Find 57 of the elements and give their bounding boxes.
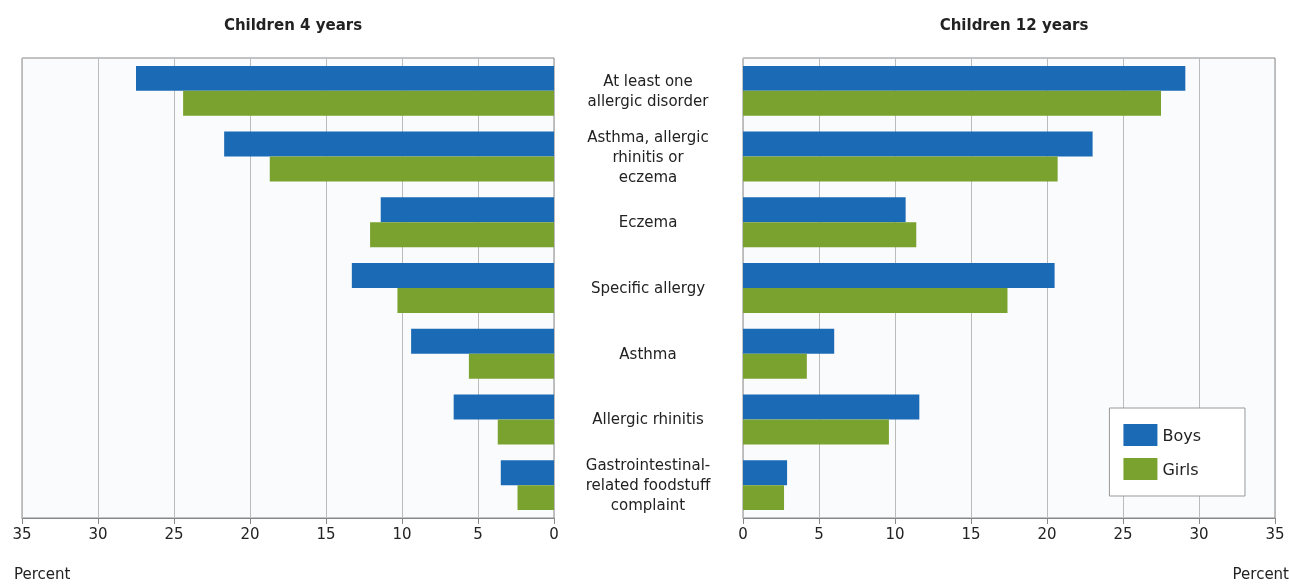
bar	[743, 131, 1093, 157]
bar	[743, 197, 906, 223]
y-tick-label: Eczema	[618, 213, 678, 232]
x-tick-label: 25	[164, 524, 184, 543]
bar	[468, 353, 554, 379]
bar	[370, 222, 554, 248]
x-tick-label: 20	[1037, 524, 1057, 543]
legend-label: Girls	[1162, 459, 1199, 479]
x-tick-label: 15	[316, 524, 336, 543]
bar	[743, 419, 889, 445]
x-tick-label: 5	[814, 524, 824, 543]
bar	[743, 394, 920, 420]
x-tick-label: 10	[392, 524, 412, 543]
bar	[136, 65, 554, 91]
chart-title: Children 12 years	[939, 15, 1089, 34]
bar	[743, 485, 785, 511]
bar	[743, 328, 835, 354]
y-tick-label: Specific allergy	[590, 279, 706, 297]
x-tick-label: 20	[240, 524, 260, 543]
bar	[224, 131, 554, 157]
x-tick-label: 15	[961, 524, 981, 543]
chart-title: Children 4 years	[223, 15, 363, 34]
bar	[380, 197, 554, 223]
bar	[269, 156, 554, 182]
legend-label: Boys	[1162, 425, 1202, 445]
bar	[743, 263, 1055, 288]
y-tick-label: Asthma	[619, 344, 677, 363]
bar	[743, 288, 1008, 313]
bar	[517, 485, 554, 511]
y-tick-label: Allergic rhinitis	[592, 410, 704, 429]
bar	[743, 460, 788, 486]
bar	[351, 263, 554, 288]
x-axis-title: Percent	[1232, 564, 1289, 583]
x-tick-label: 0	[549, 524, 559, 543]
y-tick-label: Asthma, allergic rhinitis or eczema	[587, 127, 709, 186]
x-axis-title: Percent	[14, 564, 71, 583]
bar	[743, 222, 917, 248]
y-tick-label: Gastrointestinal-related foodstuff complaint	[585, 456, 711, 515]
bar	[500, 460, 554, 486]
bar	[411, 328, 554, 354]
x-tick-label: 25	[1113, 524, 1133, 543]
y-tick-label: At least one allergic disorder	[587, 71, 710, 110]
x-tick-label: 5	[473, 524, 483, 543]
x-tick-label: 10	[885, 524, 905, 543]
x-tick-label: 35	[1265, 524, 1285, 543]
bar	[743, 353, 807, 379]
x-tick-label: 0	[738, 524, 748, 543]
bar	[397, 288, 554, 313]
bar	[183, 90, 554, 116]
x-tick-label: 30	[1189, 524, 1209, 543]
bar	[453, 394, 554, 420]
bar	[497, 419, 554, 445]
x-tick-label: 35	[12, 524, 32, 543]
bar	[743, 156, 1058, 182]
x-tick-label: 30	[88, 524, 108, 543]
bar	[743, 90, 1161, 116]
bar	[743, 65, 1186, 91]
